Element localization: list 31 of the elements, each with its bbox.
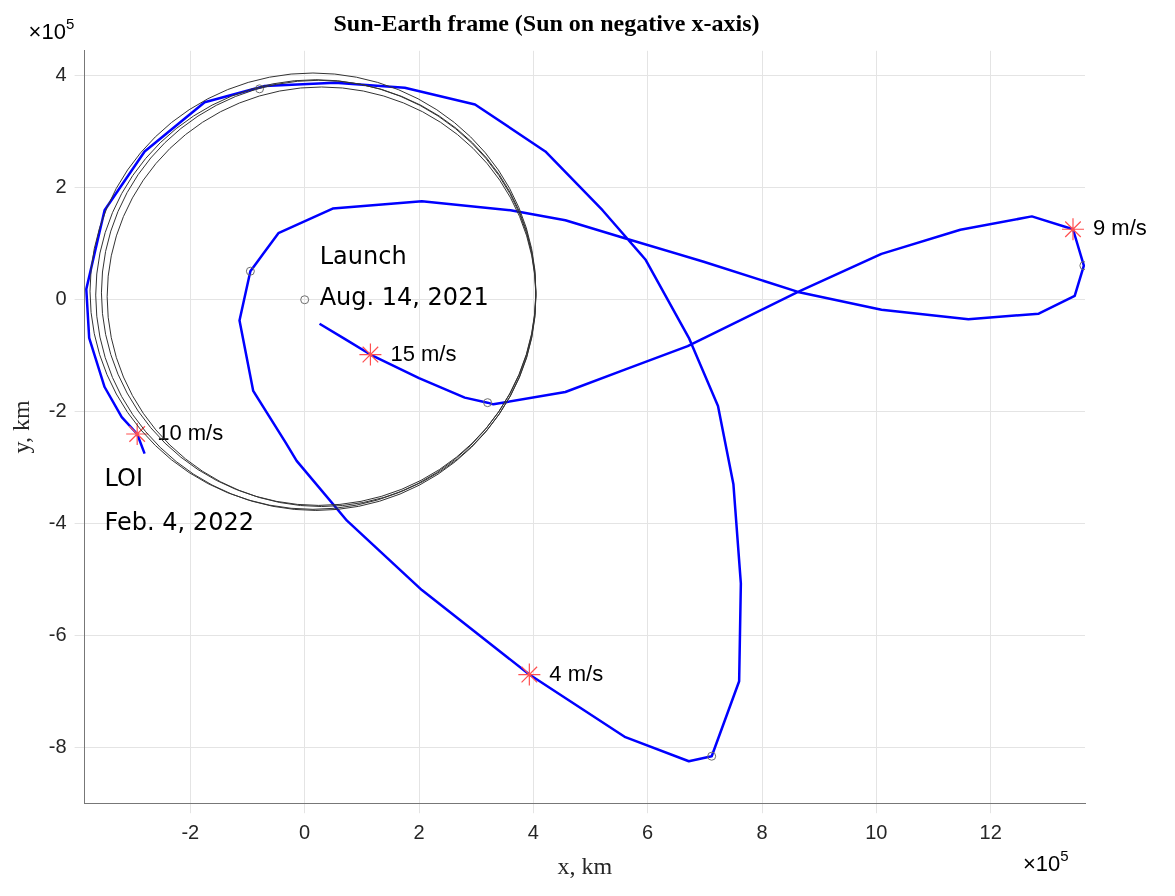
- annotation: LOI: [104, 463, 144, 492]
- x-tick-label: 4: [527, 820, 539, 843]
- x-tick-label: 6: [642, 820, 654, 843]
- annotation: Launch: [319, 241, 407, 270]
- y-tick-label: 4: [55, 63, 67, 86]
- point: [300, 295, 310, 305]
- y-tick-label: -6: [48, 622, 67, 645]
- y-tick-label: 2: [55, 175, 67, 198]
- annotation: Feb. 4, 2022: [104, 507, 254, 536]
- annotation: 10 m/s: [157, 420, 224, 446]
- point: [255, 84, 265, 94]
- x-axis-title: x, km: [557, 852, 613, 879]
- y-tick-label: -8: [48, 734, 67, 757]
- x-tick-label: 2: [413, 820, 425, 843]
- point: [707, 751, 717, 761]
- x-tick-label: 0: [299, 820, 311, 843]
- x-tick-label: 8: [756, 820, 768, 843]
- x-tick-label: -2: [181, 820, 200, 843]
- chart-title: Sun-Earth frame (Sun on negative x-axis): [333, 9, 760, 36]
- annotation: Aug. 14, 2021: [319, 283, 489, 312]
- y-axis-title: y, km: [7, 400, 34, 454]
- annotation: 4 m/s: [549, 660, 604, 686]
- x-tick-label: 12: [979, 820, 1002, 843]
- point: [483, 398, 493, 408]
- y-tick-label: -4: [48, 511, 67, 534]
- y-tick-label: 0: [55, 287, 67, 310]
- x-tick-label: 10: [865, 820, 888, 843]
- y-tick-label: -2: [48, 399, 67, 422]
- annotation: 15 m/s: [390, 340, 457, 366]
- point: [245, 266, 255, 276]
- annotation: 9 m/s: [1092, 215, 1147, 241]
